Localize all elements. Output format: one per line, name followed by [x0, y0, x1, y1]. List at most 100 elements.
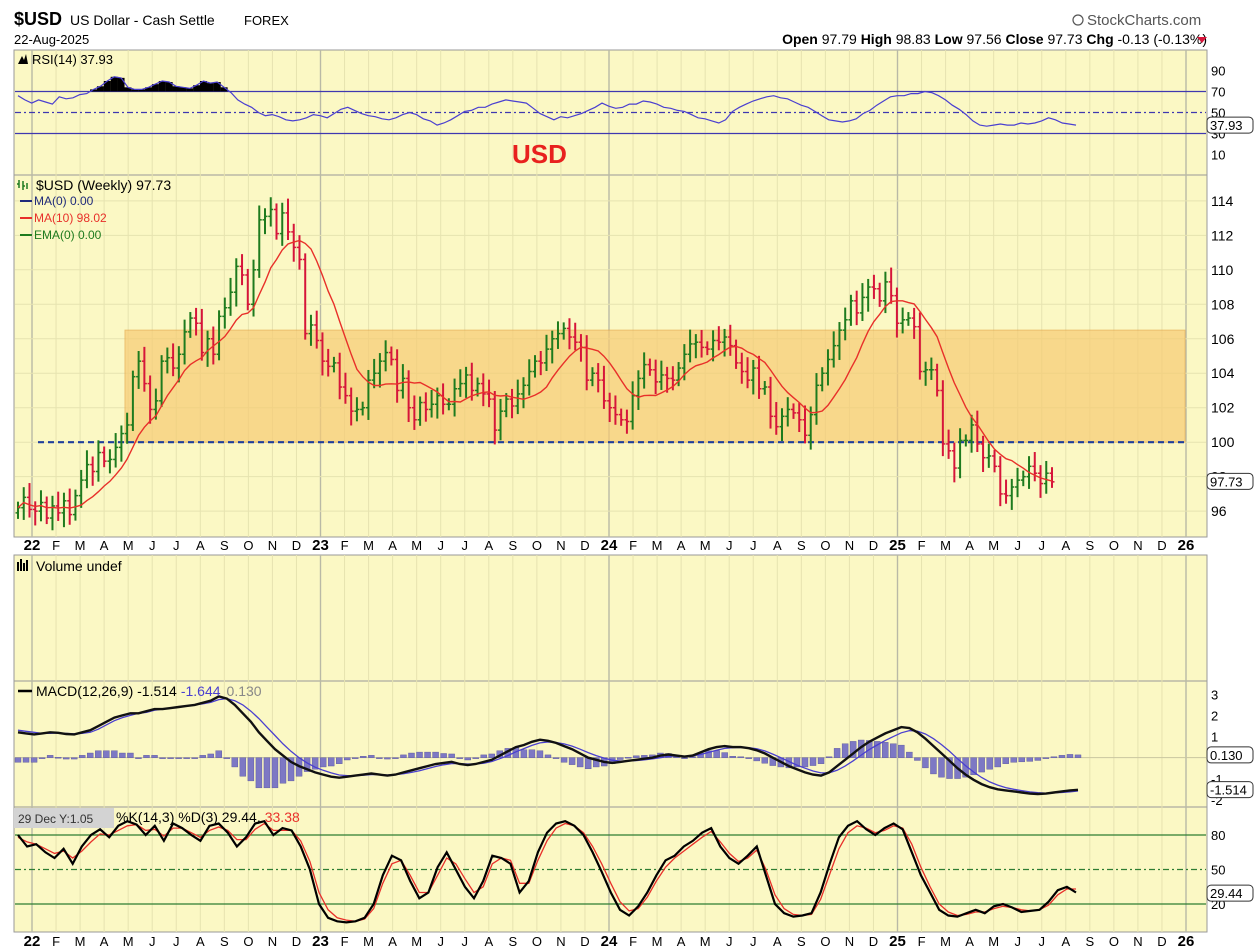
price-bar [32, 501, 38, 526]
x-tick-label: F [52, 538, 60, 553]
exchange: FOREX [244, 13, 289, 28]
price-bar [1038, 465, 1044, 498]
price-bar [406, 370, 412, 423]
macd-hist-bar [416, 751, 423, 758]
x-tick-label: A [1061, 934, 1070, 949]
stoch-y-label: 50 [1211, 863, 1225, 878]
price-bar [222, 297, 228, 329]
x-tick-label: N [845, 934, 854, 949]
macd-hist-bar [400, 754, 407, 758]
brand-name: StockCharts.com [1087, 12, 1201, 29]
x-tick-label: A [484, 538, 493, 553]
macd-hist-badge-text: 0.130 [1210, 748, 1243, 763]
price-bar [934, 363, 940, 397]
rsi-overbought-fill [213, 82, 221, 92]
macd-hist-bar [520, 749, 528, 758]
price-bar [417, 396, 423, 426]
macd-hist-bar [424, 751, 431, 758]
macd-hist-bar [817, 757, 825, 764]
price-bar [543, 334, 549, 371]
price-bar [923, 361, 929, 386]
security-name: US Dollar - Cash Settle [70, 12, 215, 28]
rsi-overbought-fill [193, 85, 201, 92]
price-bar [1009, 478, 1015, 510]
macd-hist-badge: 0.130 [1206, 746, 1254, 764]
price-bar [147, 375, 153, 424]
stochastic-legend-text: %K(14,3) %D(3) 29.44, 33.38 [116, 809, 300, 825]
x-tick-label: D [869, 538, 878, 553]
x-tick-label: M [75, 538, 86, 553]
price-bar [463, 366, 469, 398]
x-tick-label: M [988, 538, 999, 553]
x-tick-label: S [508, 934, 517, 949]
price-bar [704, 341, 710, 356]
price-bar [865, 278, 871, 312]
macd-line [17, 695, 1079, 796]
price-bar [153, 388, 159, 420]
macd-hist-bar [833, 748, 841, 758]
price-bar [699, 329, 705, 358]
price-bar [302, 253, 308, 340]
rsi-y-label: 10 [1211, 148, 1225, 163]
x-tick-label: F [629, 538, 637, 553]
price-bar [653, 359, 659, 395]
price-bar [90, 456, 96, 486]
price-bar [831, 331, 837, 368]
macd-hist-bar [825, 756, 833, 758]
price-bar [997, 456, 1003, 507]
price-bar [503, 393, 509, 418]
macd-hist-bar [344, 757, 351, 761]
x-tick-label: F [629, 934, 637, 949]
price-bar [159, 355, 165, 407]
price-bar [457, 369, 463, 397]
x-tick-label: M [411, 934, 422, 949]
x-tick-label: 22 [24, 537, 41, 554]
x-tick-label: J [726, 934, 733, 949]
x-tick-label: J [1014, 934, 1021, 949]
price-bar [905, 312, 911, 326]
price-bar [67, 488, 73, 525]
price-bar [72, 489, 78, 521]
price-bar [762, 380, 768, 395]
macd-hist-bar [890, 743, 897, 758]
price-bar [773, 402, 779, 435]
rsi-overbought-fill [220, 87, 228, 92]
x-tick-label: J [750, 538, 757, 553]
macd-hist-bar [552, 757, 560, 759]
x-tick-label: O [1109, 934, 1119, 949]
rsi-overbought-fill [131, 89, 139, 92]
usd-annotation: USD [512, 139, 567, 169]
x-tick-label: M [123, 934, 134, 949]
macd-hist-bar [311, 757, 319, 770]
price-y-label: 104 [1211, 365, 1235, 381]
price-last-badge-text: 97.73 [1210, 474, 1243, 489]
macd-hist-bar [87, 752, 94, 758]
x-tick-label: 24 [601, 933, 618, 950]
price-bar [877, 282, 883, 307]
price-legend-text: $USD (Weekly) 97.73 [36, 177, 171, 193]
x-tick-label: A [677, 538, 686, 553]
price-bar [1020, 470, 1026, 487]
x-tick-label: N [556, 934, 565, 949]
macd-hist-bar [536, 750, 544, 758]
x-tick-label: M [363, 934, 374, 949]
macd-hist-bar [95, 750, 102, 758]
price-bar [658, 360, 664, 390]
macd-y-label: 2 [1211, 708, 1218, 723]
x-tick-label: 26 [1178, 537, 1195, 554]
rsi-overbought-fill [151, 84, 159, 92]
x-tick-label: S [1085, 934, 1094, 949]
macd-hist-bar [247, 757, 255, 782]
volume-legend-text: Volume undef [36, 558, 122, 574]
price-bar [124, 412, 130, 444]
price-bar [888, 267, 894, 304]
price-bar [187, 312, 193, 338]
macd-hist-bar [46, 755, 54, 758]
macd-hist-bar [841, 743, 849, 758]
price-bar [917, 312, 923, 380]
price-y-label: 112 [1211, 227, 1234, 243]
price-bar [182, 319, 188, 365]
price-bar [733, 339, 739, 369]
x-tick-label: M [363, 538, 374, 553]
